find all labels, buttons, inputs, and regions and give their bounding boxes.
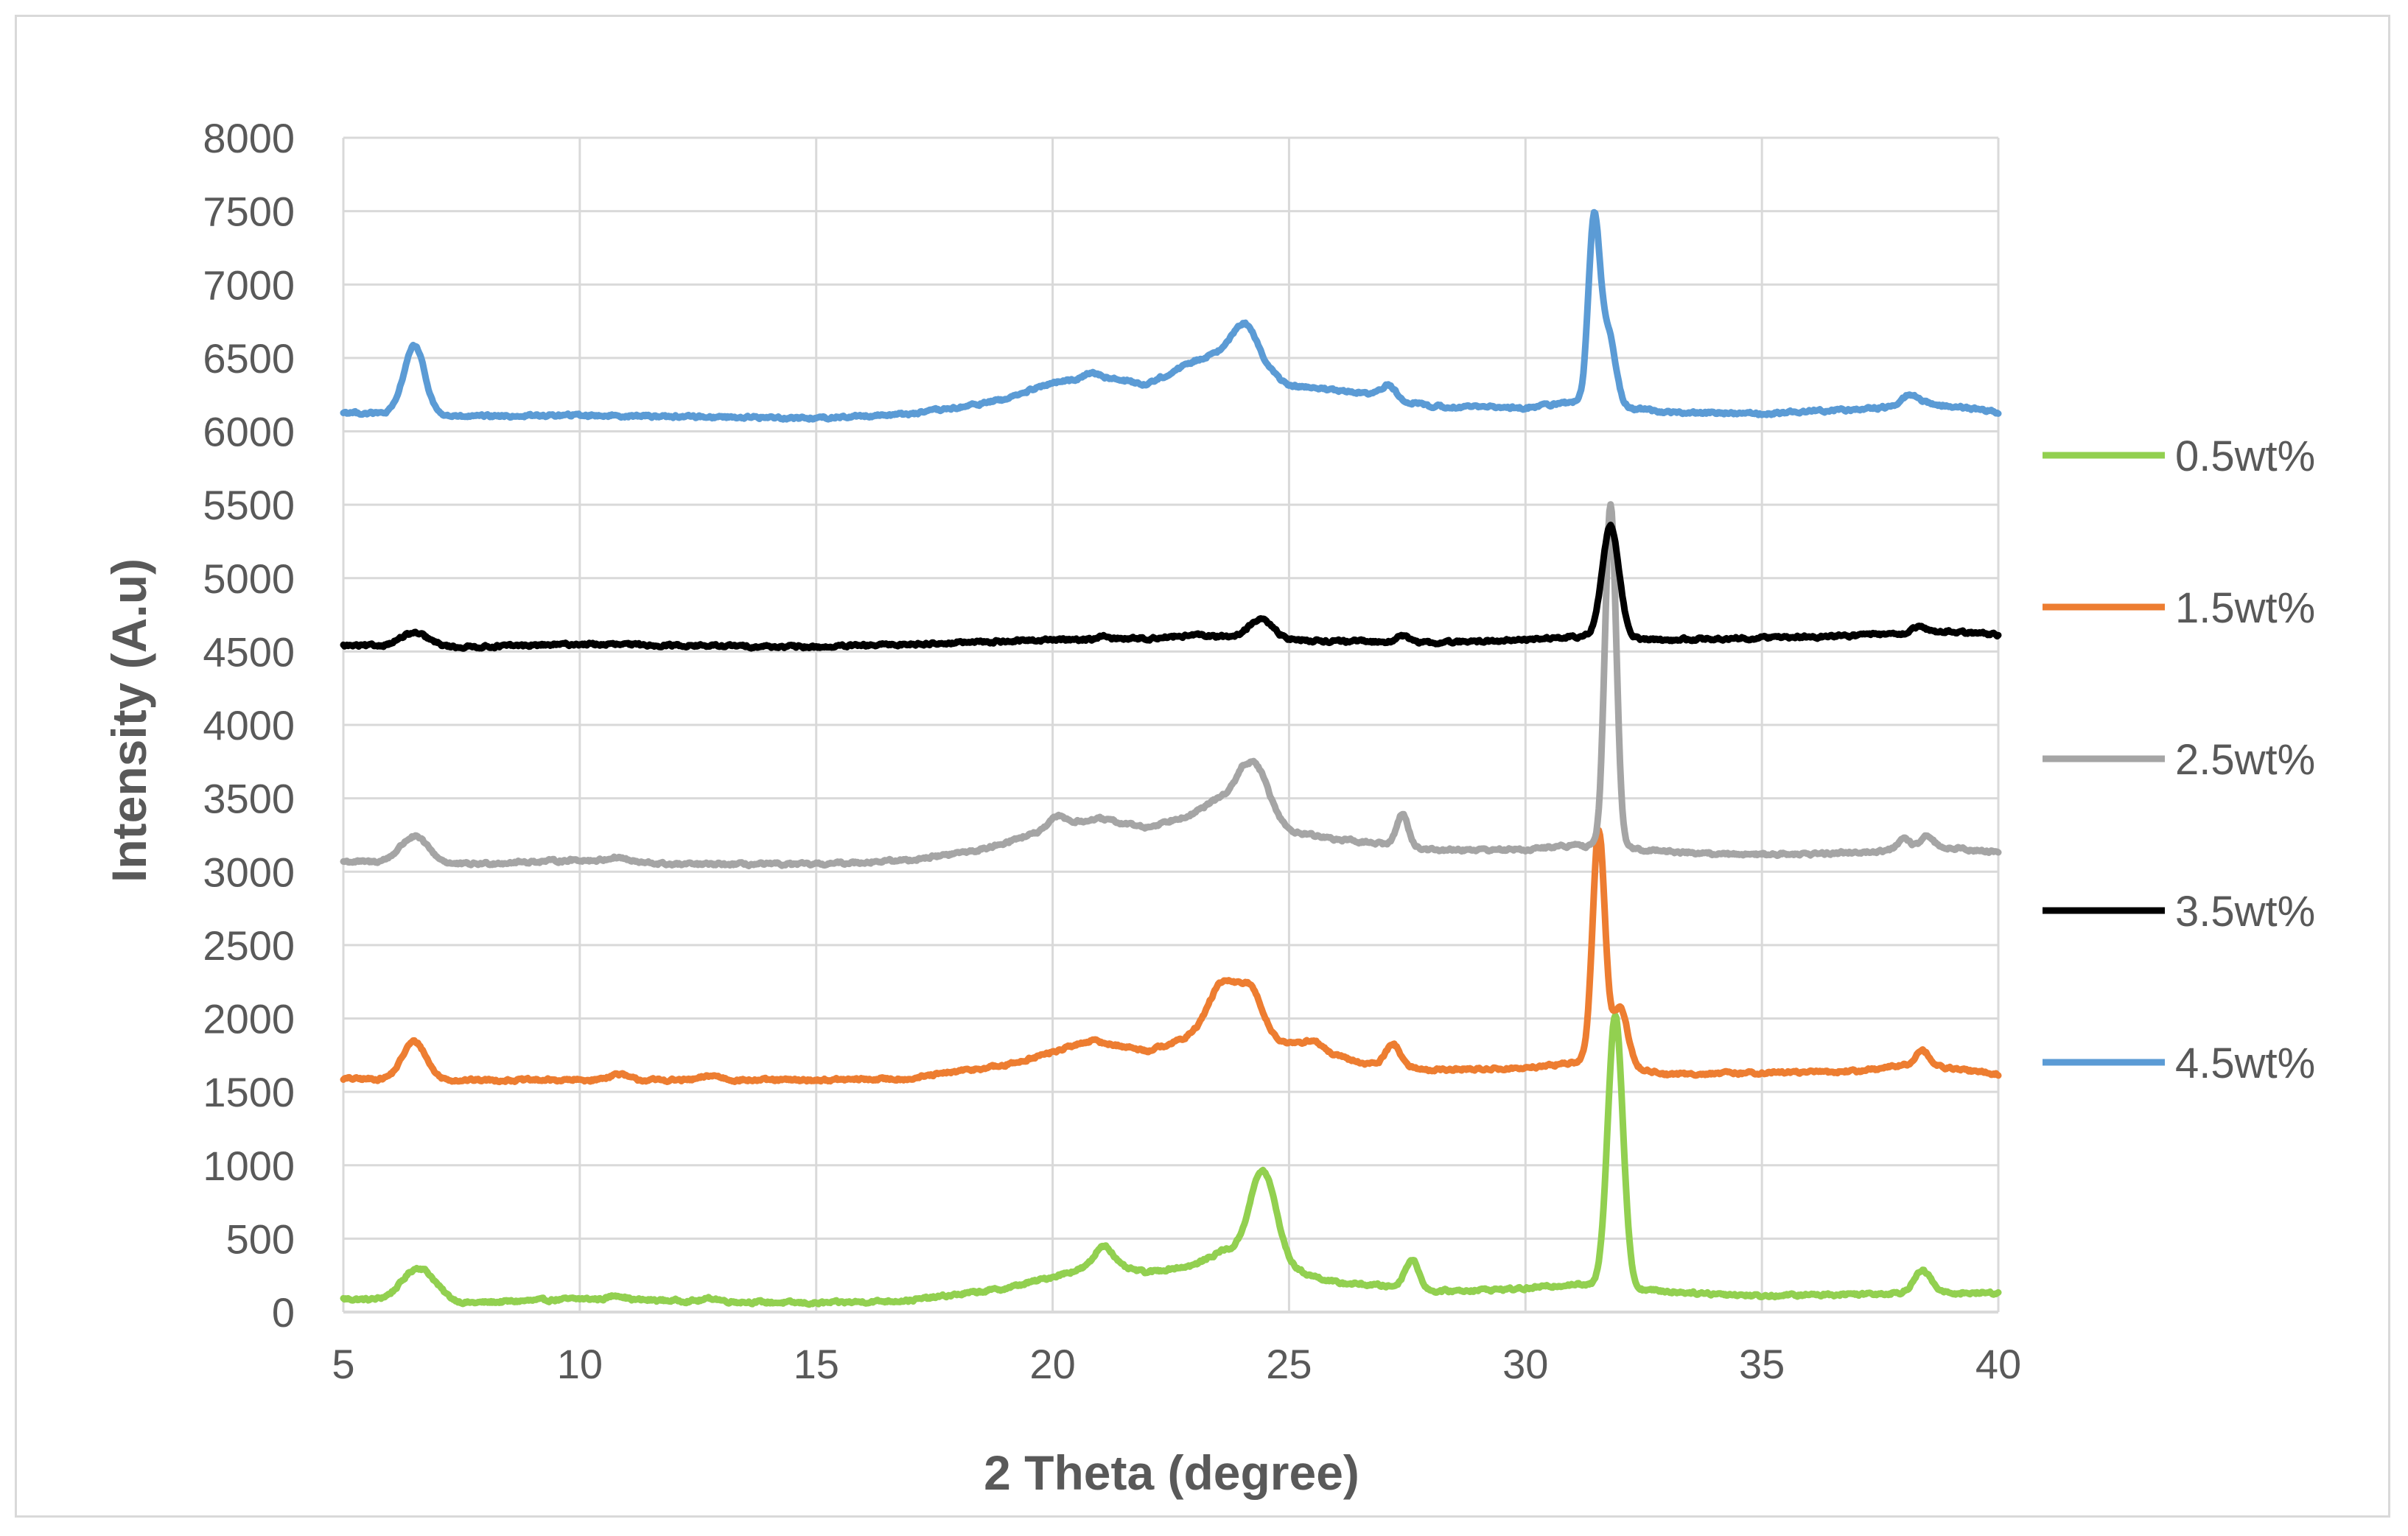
y-tick-label: 6500 <box>203 335 295 382</box>
x-tick-label: 40 <box>1975 1341 2021 1387</box>
y-axis-label: Intensity (A.u) <box>102 558 156 883</box>
x-tick-label: 25 <box>1266 1341 1312 1387</box>
y-tick-label: 7500 <box>203 189 295 235</box>
tick-labels: 0 500 1000 1500 2000 2500 3000 3500 4000 4500 5000… <box>203 115 2021 1387</box>
legend: 0.5wt% 1.5wt% 2.5wt% 3.5wt% 4.5wt% <box>2043 432 2315 1087</box>
y-tick-label: 8000 <box>203 115 295 161</box>
y-tick-label: 7000 <box>203 262 295 308</box>
y-tick-label: 3500 <box>203 776 295 822</box>
y-tick-label: 4500 <box>203 628 295 675</box>
x-tick-label: 20 <box>1029 1341 1075 1387</box>
x-tick-label: 5 <box>332 1341 354 1387</box>
legend-label-4: 4.5wt% <box>2175 1039 2315 1087</box>
legend-label-2: 2.5wt% <box>2175 736 2315 784</box>
y-tick-label: 5000 <box>203 555 295 602</box>
y-tick-label: 2500 <box>203 922 295 969</box>
legend-label-1: 1.5wt% <box>2175 584 2315 632</box>
series-line-1 <box>340 827 2002 1086</box>
y-tick-label: 0 <box>272 1289 295 1336</box>
series-line-4 <box>340 208 2002 423</box>
y-tick-label: 4000 <box>203 702 295 748</box>
series-line-3 <box>340 522 2002 652</box>
x-tick-label: 10 <box>557 1341 603 1387</box>
y-tick-label: 5500 <box>203 482 295 528</box>
chart-frame <box>15 15 2390 1518</box>
y-tick-label: 3000 <box>203 849 295 895</box>
x-tick-label: 35 <box>1739 1341 1785 1387</box>
y-tick-label: 1000 <box>203 1143 295 1189</box>
grid <box>342 136 2000 1314</box>
series-line-0 <box>340 1011 2002 1308</box>
y-tick-label: 6000 <box>203 409 295 455</box>
y-tick-label: 2000 <box>203 996 295 1042</box>
series-line-2 <box>340 501 2002 869</box>
legend-label-0: 0.5wt% <box>2175 432 2315 480</box>
legend-label-3: 3.5wt% <box>2175 888 2315 936</box>
y-tick-label: 500 <box>226 1216 295 1262</box>
y-tick-label: 1500 <box>203 1069 295 1115</box>
series-lines <box>340 208 2002 1308</box>
x-tick-label: 30 <box>1502 1341 1548 1387</box>
x-tick-label: 15 <box>794 1341 839 1387</box>
x-axis-label: 2 Theta (degree) <box>984 1445 1359 1500</box>
